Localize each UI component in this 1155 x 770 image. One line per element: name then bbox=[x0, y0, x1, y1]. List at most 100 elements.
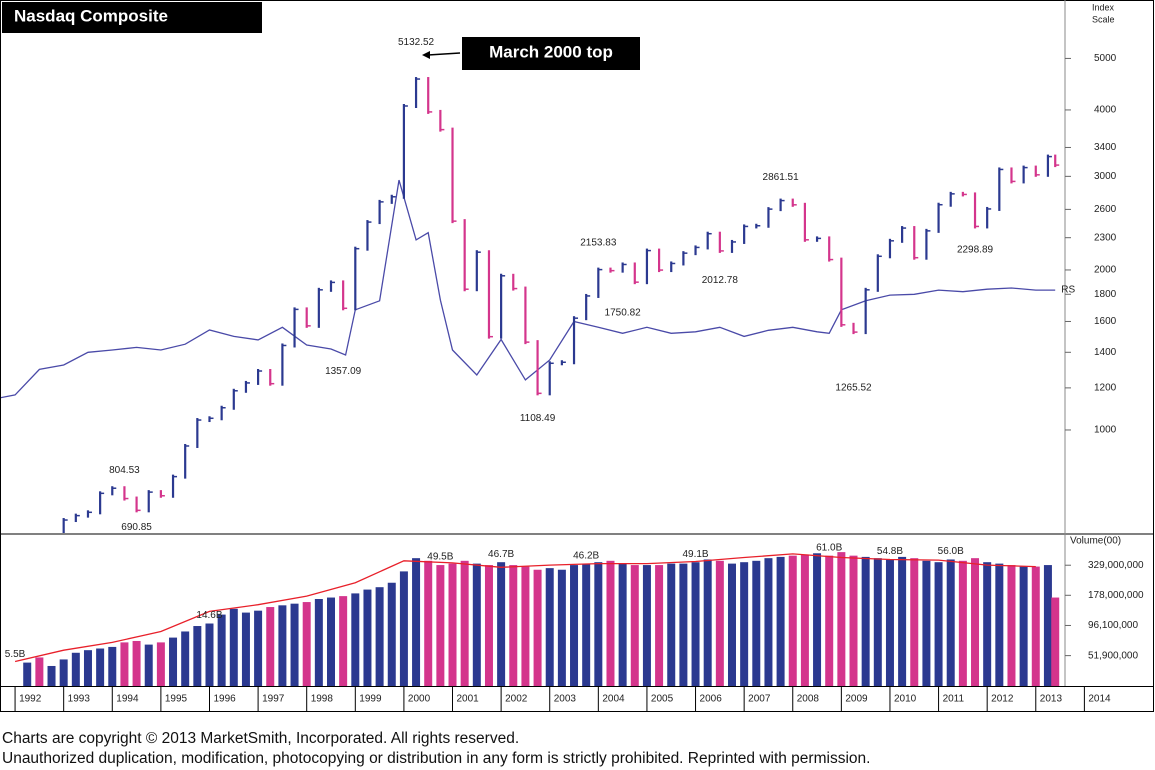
volume-bar bbox=[715, 560, 724, 686]
footer: Unauthorized duplication, modification, … bbox=[2, 750, 871, 767]
volume-bar bbox=[582, 563, 591, 686]
volume-bar bbox=[205, 623, 214, 686]
volume-peak-label: 5.5B bbox=[5, 649, 26, 660]
x-tick-label: 2012 bbox=[991, 694, 1014, 705]
volume-bar bbox=[302, 602, 311, 686]
volume-bar bbox=[861, 556, 870, 686]
price-label: 1108.49 bbox=[520, 413, 556, 424]
x-tick-label: 1994 bbox=[116, 694, 139, 705]
volume-bar bbox=[460, 560, 469, 686]
volume-bar bbox=[497, 562, 506, 686]
y-tick-label: 1400 bbox=[1094, 347, 1117, 358]
volume-bar bbox=[849, 555, 858, 686]
volume-tick-label: 96,100,000 bbox=[1088, 620, 1138, 631]
volume-bar bbox=[217, 614, 226, 686]
x-tick-label: 2014 bbox=[1088, 694, 1111, 705]
volume-bar bbox=[108, 646, 117, 686]
volume-bar bbox=[1051, 597, 1060, 686]
price-label: 5132.52 bbox=[398, 37, 435, 48]
x-tick-label: 1995 bbox=[165, 694, 188, 705]
volume-bar bbox=[837, 552, 846, 686]
volume-bar bbox=[971, 558, 980, 686]
volume-bar bbox=[910, 558, 919, 686]
volume-bar bbox=[995, 563, 1004, 686]
price-label: 2861.51 bbox=[763, 172, 800, 183]
volume-bar bbox=[351, 593, 360, 686]
volume-bar bbox=[983, 562, 992, 686]
x-tick-label: 2005 bbox=[651, 694, 674, 705]
volume-bar bbox=[752, 560, 761, 686]
volume-bar bbox=[667, 563, 676, 686]
x-tick-label: 2013 bbox=[1040, 694, 1063, 705]
volume-bar bbox=[424, 560, 433, 686]
volume-bar bbox=[387, 582, 396, 686]
x-tick-label: 2009 bbox=[845, 694, 868, 705]
volume-bar bbox=[71, 652, 80, 686]
callout-box bbox=[462, 37, 640, 70]
y-tick-label: 2600 bbox=[1094, 204, 1117, 215]
y-tick-label: 4000 bbox=[1094, 105, 1117, 116]
volume-bar bbox=[594, 562, 603, 686]
volume-bar bbox=[1031, 566, 1040, 686]
volume-bar bbox=[132, 640, 141, 686]
volume-bar bbox=[813, 553, 822, 686]
volume-tick-label: 178,000,000 bbox=[1088, 590, 1144, 601]
x-tick-label: 2001 bbox=[457, 694, 480, 705]
price-label: 1357.09 bbox=[325, 366, 362, 377]
volume-bar bbox=[229, 608, 238, 686]
y-tick-label: 3400 bbox=[1094, 142, 1117, 153]
volume-bar bbox=[898, 556, 907, 686]
volume-bar bbox=[655, 565, 664, 686]
volume-peak-label: 14.6B bbox=[196, 610, 222, 621]
price-label: 1750.82 bbox=[605, 307, 642, 318]
volume-tick-label: 51,900,000 bbox=[1088, 650, 1138, 661]
y-tick-label: 1000 bbox=[1094, 425, 1117, 436]
volume-bar bbox=[691, 562, 700, 686]
volume-bar bbox=[156, 642, 165, 686]
chart-title: Nasdaq Composite bbox=[14, 6, 168, 25]
volume-bar bbox=[484, 565, 493, 686]
footer: Charts are copyright © 2013 MarketSmith,… bbox=[2, 730, 520, 747]
x-tick-label: 2000 bbox=[408, 694, 431, 705]
volume-bar bbox=[764, 558, 773, 686]
volume-label: Volume(00) bbox=[1070, 536, 1121, 547]
x-tick-label: 2006 bbox=[700, 694, 723, 705]
axis-label: Index bbox=[1092, 2, 1115, 12]
volume-bar bbox=[472, 563, 481, 686]
volume-bar bbox=[83, 650, 92, 686]
volume-bar bbox=[533, 569, 542, 686]
volume-peak-label: 54.8B bbox=[877, 546, 903, 557]
callout: March 2000 top bbox=[489, 42, 613, 61]
volume-bar bbox=[47, 665, 56, 686]
volume-bar bbox=[436, 565, 445, 686]
volume-bar bbox=[570, 565, 579, 686]
volume-bar bbox=[727, 563, 736, 686]
volume-bar bbox=[375, 587, 384, 686]
price-label: 1265.52 bbox=[835, 382, 872, 393]
x-tick-label: 1993 bbox=[68, 694, 91, 705]
rs-label: RS bbox=[1061, 285, 1075, 296]
volume-bar bbox=[181, 631, 190, 686]
volume-peak-label: 61.0B bbox=[816, 542, 842, 553]
y-tick-label: 2300 bbox=[1094, 232, 1117, 243]
volume-bar bbox=[873, 558, 882, 686]
volume-bar bbox=[776, 556, 785, 686]
volume-bar bbox=[958, 560, 967, 686]
price-label: 2012.78 bbox=[702, 275, 739, 286]
volume-bar bbox=[339, 596, 348, 686]
chart: 1000 1200 1400 1600 1800 2000 2300 2600 3000 3400… bbox=[0, 0, 1154, 712]
volume-bar bbox=[740, 562, 749, 686]
volume-peak-label: 49.5B bbox=[427, 552, 453, 563]
volume-bar bbox=[825, 555, 834, 686]
volume-bar bbox=[327, 597, 336, 686]
volume-peak-label: 56.0B bbox=[938, 546, 964, 557]
x-tick-label: 2004 bbox=[602, 694, 625, 705]
volume-bar bbox=[23, 662, 32, 686]
volume-bar bbox=[290, 603, 299, 686]
price-label: 2298.89 bbox=[957, 244, 994, 255]
volume-bar bbox=[448, 563, 457, 686]
volume-bar bbox=[1019, 566, 1028, 686]
y-tick-label: 1800 bbox=[1094, 289, 1117, 300]
x-tick-label: 2011 bbox=[943, 694, 965, 705]
axis-label: Scale bbox=[1092, 14, 1115, 24]
